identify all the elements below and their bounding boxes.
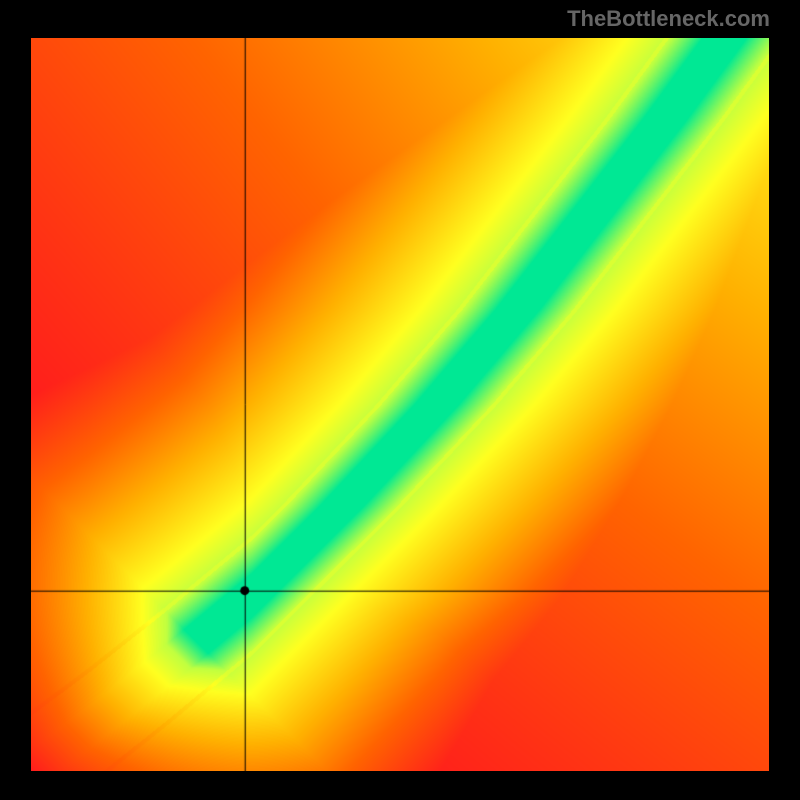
- watermark-text: TheBottleneck.com: [567, 6, 770, 32]
- bottleneck-heatmap: [31, 38, 769, 771]
- heatmap-canvas: [31, 38, 769, 771]
